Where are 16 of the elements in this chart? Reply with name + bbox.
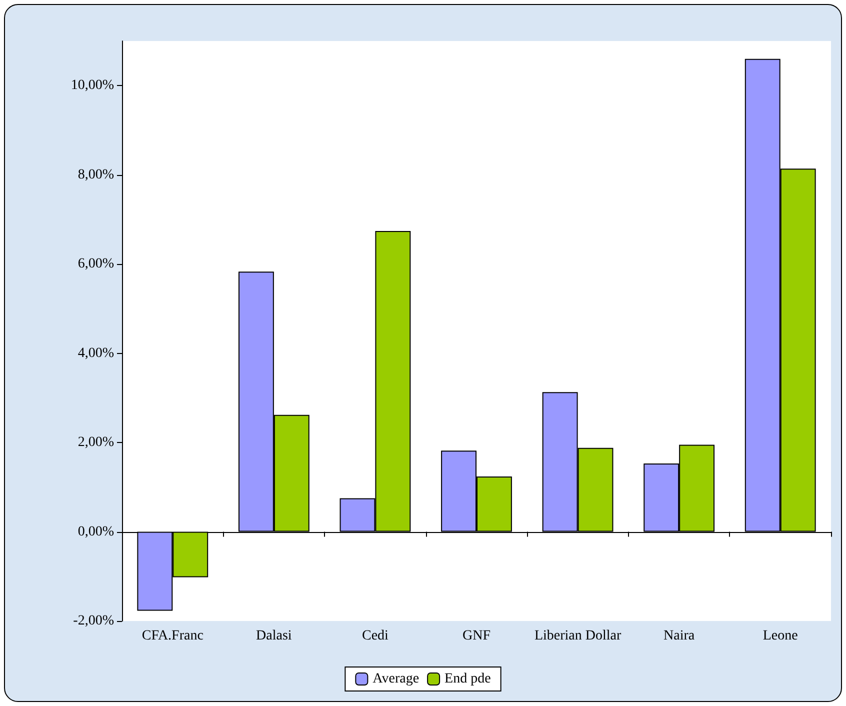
x-tick-label: Liberian Dollar: [534, 628, 622, 644]
x-tick-label: GNF: [462, 628, 491, 644]
x-tick-label: Dalasi: [256, 628, 292, 644]
x-tick-label: Leone: [762, 628, 798, 644]
x-tick-label: Cedi: [362, 628, 389, 644]
legend-label: Average: [372, 672, 420, 686]
x-tick-label: CFA.Franc: [142, 628, 204, 644]
x-tick-label: Naira: [664, 628, 696, 644]
y-tick-label: 6,00%: [78, 256, 114, 272]
y-tick-label: -2,00%: [73, 614, 114, 628]
y-tick-label: 2,00%: [78, 435, 114, 450]
y-tick-label: 0,00%: [78, 524, 114, 540]
y-tick-label: 4,00%: [78, 346, 114, 361]
y-tick-label: 10,00%: [70, 78, 114, 94]
legend-label: End pde: [444, 672, 491, 686]
y-tick-label: 8,00%: [78, 167, 114, 182]
